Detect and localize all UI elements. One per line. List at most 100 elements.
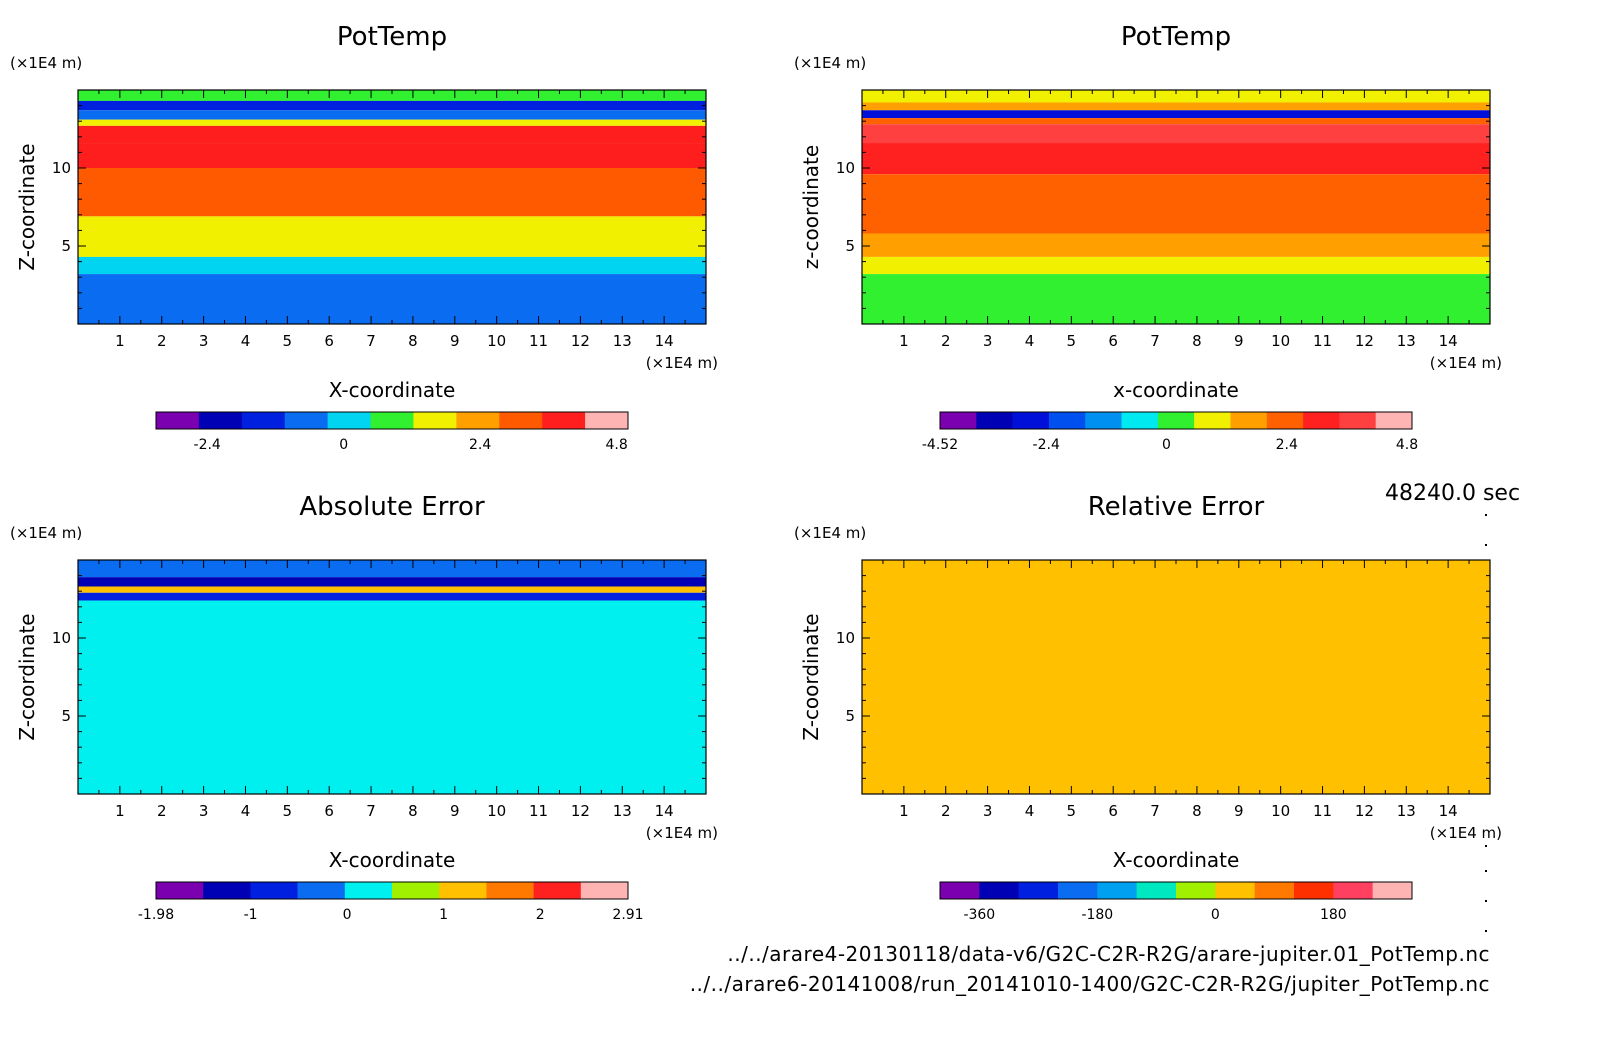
x-tick-label: 8	[408, 802, 418, 820]
heatmap-band	[862, 233, 1490, 257]
colorbar-swatch	[1085, 412, 1122, 429]
y-tick-label: 10	[836, 159, 855, 177]
y-unit-label: (×1E4 m)	[10, 54, 82, 72]
x-tick-label: 11	[1313, 802, 1332, 820]
colorbar-tick-label: -360	[963, 907, 995, 923]
colorbar-swatch	[976, 412, 1013, 429]
chart-title: Relative Error	[1088, 492, 1265, 522]
x-tick-label: 1	[115, 332, 125, 350]
x-tick-label: 10	[487, 802, 506, 820]
colorbar-swatch	[1097, 882, 1137, 899]
x-tick-label: 1	[115, 802, 125, 820]
colorbar-swatch	[486, 882, 534, 899]
x-tick-label: 13	[613, 802, 632, 820]
colorbar-swatch	[344, 882, 393, 899]
x-tick-label: 2	[941, 802, 951, 820]
heatmap-band	[78, 100, 706, 111]
colorbar-swatch	[580, 882, 629, 899]
x-tick-label: 5	[283, 332, 293, 350]
x-tick-label: 3	[199, 802, 209, 820]
colorbar-tick-label: -2.4	[1033, 437, 1060, 453]
heatmap-band	[78, 577, 706, 587]
x-tick-label: 2	[157, 332, 167, 350]
colorbar-swatch	[1121, 412, 1159, 429]
colorbar-tick-label: 2	[536, 907, 545, 923]
y-tick-label: 5	[845, 237, 855, 255]
x-tick-label: 4	[241, 802, 251, 820]
colorbar-swatch	[1194, 412, 1231, 429]
dot-mark	[1485, 544, 1487, 546]
heatmap-band	[78, 125, 706, 144]
colorbar-swatch	[241, 412, 286, 429]
colorbar-swatch	[979, 882, 1019, 899]
dot-mark	[1485, 870, 1487, 872]
colorbar-swatch	[940, 882, 980, 899]
x-tick-label: 10	[487, 332, 506, 350]
chart-panel-1: PotTemp (×1E4 m) 1 2 3 4 5 6 7 8 9 10 11 12 13 14 5 10 (×1…	[0, 0, 790, 470]
colorbar-tick-label: -1	[244, 907, 258, 923]
x-tick-label: 10	[1271, 332, 1290, 350]
x-tick-label: 3	[983, 332, 993, 350]
x-tick-label: 13	[1397, 802, 1416, 820]
heatmap-band	[862, 118, 1490, 125]
x-tick-label: 7	[366, 332, 376, 350]
x-tick-label: 7	[366, 802, 376, 820]
colorbar-swatch	[327, 412, 371, 429]
y-axis-label: Z-coordinate	[15, 613, 39, 740]
colorbar-swatch	[203, 882, 251, 899]
colorbar-swatch	[499, 412, 543, 429]
x-tick-label: 10	[1271, 802, 1290, 820]
heatmap-band	[78, 586, 706, 593]
colorbar-tick-label: -1.98	[138, 907, 174, 923]
x-tick-label: 1	[899, 802, 909, 820]
chart-panel-4: Relative Error (×1E4 m) 1 2 3 4 5 6 7 8 9 10 11 12 13 1…	[784, 470, 1574, 940]
colorbar-frame	[939, 881, 1413, 900]
x-tick-label: 8	[1192, 332, 1202, 350]
colorbar-frame	[155, 411, 629, 430]
x-tick-label: 13	[613, 332, 632, 350]
colorbar-swatch	[1048, 412, 1086, 429]
x-tick-label: 8	[408, 332, 418, 350]
x-tick-label: 4	[241, 332, 251, 350]
colorbar-swatch	[940, 412, 977, 429]
chart-title: PotTemp	[337, 22, 447, 52]
y-axis-label: Z-coordinate	[799, 613, 823, 740]
x-tick-label: 6	[324, 332, 334, 350]
x-tick-label: 3	[199, 332, 209, 350]
x-tick-label: 13	[1397, 332, 1416, 350]
heatmap-band	[862, 124, 1490, 144]
colorbar-swatch	[1018, 882, 1059, 899]
x-tick-label: 9	[1234, 802, 1244, 820]
colorbar-tick-label: 180	[1320, 907, 1347, 923]
colorbar-swatch	[1215, 882, 1255, 899]
y-unit-label: (×1E4 m)	[794, 524, 866, 542]
x-tick-label: 11	[529, 802, 548, 820]
colorbar-swatch	[1058, 882, 1098, 899]
colorbar-swatch	[1136, 882, 1177, 899]
file-path-1: ../../arare4-20130118/data-v6/G2C-C2R-R2…	[727, 942, 1490, 966]
colorbar-swatch	[1303, 412, 1340, 429]
y-unit-label: (×1E4 m)	[10, 524, 82, 542]
heatmap-band	[78, 560, 706, 578]
heatmap-band	[862, 174, 1490, 234]
x-tick-label: 2	[157, 802, 167, 820]
heatmap-band	[862, 90, 1490, 103]
x-tick-label: 6	[324, 802, 334, 820]
colorbar-tick-label: 0	[339, 437, 348, 453]
y-axis-label: z-coordinate	[799, 145, 823, 269]
x-tick-label: 4	[1025, 332, 1035, 350]
x-tick-label: 12	[1355, 332, 1374, 350]
x-tick-label: 5	[1067, 332, 1077, 350]
dot-mark	[1485, 900, 1487, 902]
colorbar-swatch	[1230, 412, 1268, 429]
y-tick-label: 10	[52, 629, 71, 647]
heatmap-band	[862, 256, 1490, 275]
chart-svg: PotTemp(×1E4 m)1 2 3 4 5 6 7 8 9 10 11 12 13 14510(×1…	[10, 22, 718, 453]
x-tick-label: 14	[1439, 332, 1458, 350]
x-tick-label: 12	[1355, 802, 1374, 820]
x-axis-label: X-coordinate	[329, 378, 456, 402]
colorbar-swatch	[533, 882, 582, 899]
heatmap-band	[78, 119, 706, 126]
heatmap-band	[862, 274, 1490, 324]
heatmap-band	[78, 216, 706, 257]
